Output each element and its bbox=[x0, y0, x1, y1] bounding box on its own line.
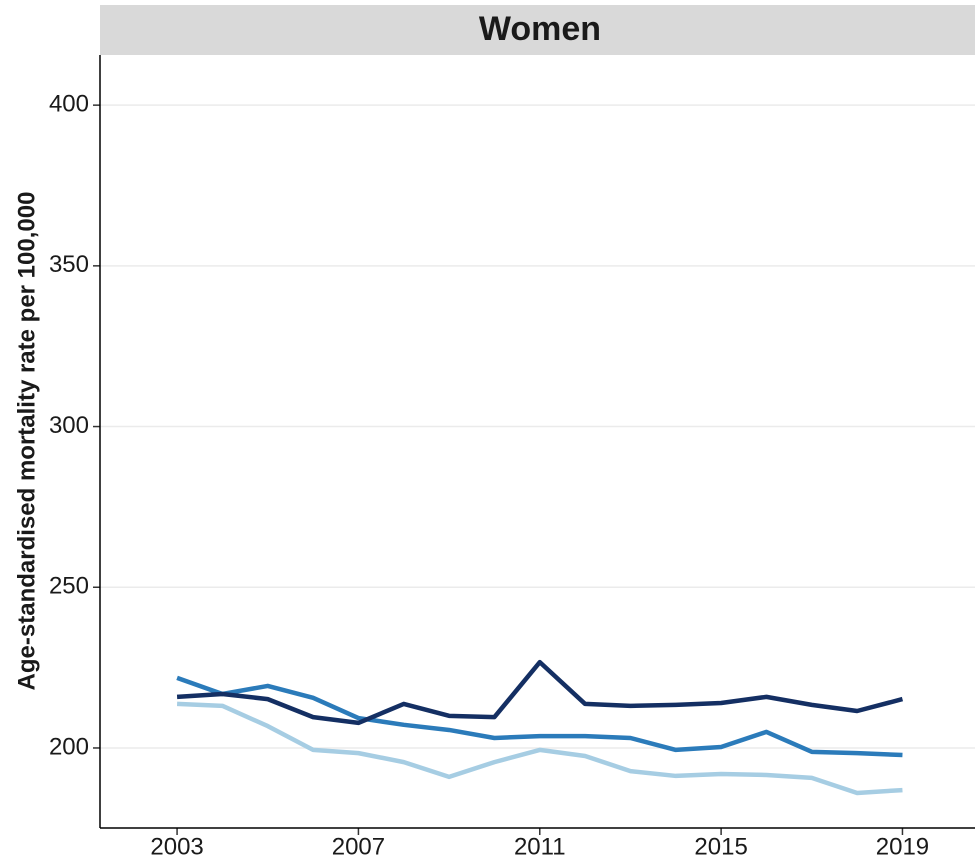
y-tick-label: 350 bbox=[49, 251, 89, 278]
y-axis-label: Age-standardised mortality rate per 100,… bbox=[13, 192, 40, 691]
x-tick-label: 2019 bbox=[876, 833, 929, 860]
x-tick-label: 2011 bbox=[514, 833, 566, 860]
y-tick-label: 300 bbox=[49, 412, 89, 439]
series-line bbox=[176, 701, 903, 796]
x-tick-label: 2003 bbox=[150, 833, 203, 860]
x-tick-label: 2015 bbox=[694, 833, 747, 860]
y-tick-label: 250 bbox=[49, 573, 89, 600]
series-line bbox=[176, 675, 903, 758]
facet-strip bbox=[100, 5, 975, 55]
series-line bbox=[176, 659, 904, 726]
y-tick-label: 400 bbox=[49, 90, 89, 117]
y-tick-label: 200 bbox=[49, 733, 89, 760]
chart-title: Women bbox=[479, 10, 601, 48]
x-tick-label: 2007 bbox=[332, 833, 385, 860]
